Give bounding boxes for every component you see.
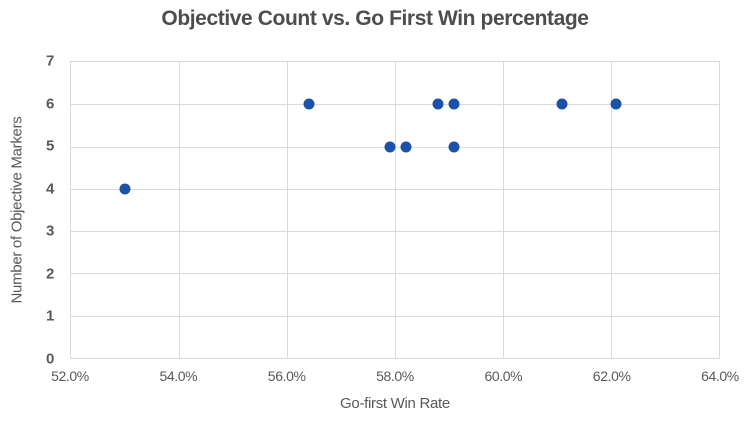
x-tick-label: 54.0% [159,368,198,384]
y-axis-tick-labels: 0 1 2 3 4 5 6 7 [0,53,54,368]
data-point [400,141,412,153]
vertical-gridline [179,62,180,358]
x-axis-tick-labels: 52.0% 54.0% 56.0% 58.0% 60.0% 62.0% 64.0% [51,368,739,386]
vertical-gridline [611,62,612,358]
x-tick-label: 52.0% [51,368,89,384]
data-point [610,98,622,110]
y-tick-label: 7 [45,52,54,70]
y-tick-label: 4 [45,180,54,198]
y-tick-label: 3 [45,222,54,240]
horizontal-gridline [71,188,719,190]
x-tick-label: 60.0% [484,368,523,384]
x-tick-label: 56.0% [267,368,306,384]
vertical-gridline [503,62,504,358]
horizontal-gridline [71,231,719,233]
horizontal-gridline [71,104,719,106]
data-point [556,98,568,110]
data-point [448,98,460,110]
y-tick-label: 1 [45,307,54,325]
x-tick-label: 58.0% [376,368,414,384]
y-tick-label: 2 [45,265,54,283]
x-tick-label: 62.0% [592,368,631,384]
horizontal-gridline [71,315,719,317]
x-tick-label: 64.0% [701,368,739,384]
vertical-gridline [395,62,396,358]
plot-area [70,61,720,359]
data-point [448,141,460,153]
vertical-gridline [287,62,288,358]
y-tick-label: 5 [45,137,54,155]
horizontal-gridline [71,273,719,275]
data-point [384,141,396,153]
data-point [303,98,315,110]
y-tick-label: 0 [45,350,54,368]
x-axis-title: Go-first Win Rate [340,395,450,412]
data-point [432,98,444,110]
y-tick-label: 6 [45,95,54,113]
chart-title: Objective Count vs. Go First Win percent… [161,7,589,30]
data-point [119,183,131,195]
